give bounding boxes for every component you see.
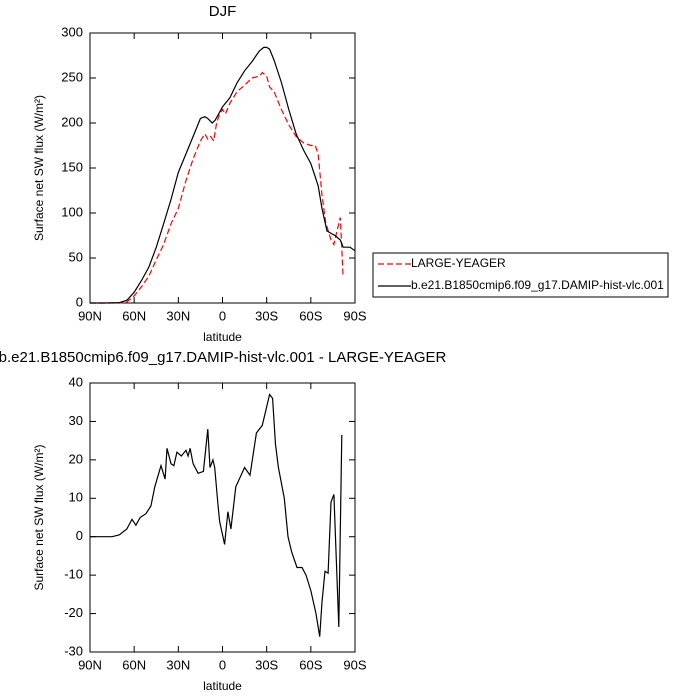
x-tick-label: 0 <box>219 308 226 323</box>
y-tick-label: 300 <box>61 24 83 39</box>
x-axis-label: latitude <box>203 330 242 344</box>
line <box>90 393 343 637</box>
y-tick-label: 50 <box>69 249 83 264</box>
x-tick-label: 90N <box>78 657 102 672</box>
y-tick-label: -30 <box>64 643 83 658</box>
y-axis-label: Surface net SW flux (W/m²) <box>32 95 46 241</box>
x-axis-label: latitude <box>203 679 242 693</box>
y-tick-label: 10 <box>69 490 83 505</box>
x-tick-label: 90N <box>78 308 102 323</box>
line <box>90 46 356 304</box>
plot-frame <box>89 382 356 653</box>
x-tick-label: 60S <box>299 657 322 672</box>
y-tick-label: -20 <box>64 605 83 620</box>
x-tick-label: 90S <box>343 657 366 672</box>
y-tick-label: 100 <box>61 204 83 219</box>
chart-title: DJF <box>209 3 237 20</box>
y-tick-label: 0 <box>76 528 83 543</box>
y-tick-label: 250 <box>61 69 83 84</box>
x-tick-label: 90S <box>343 308 366 323</box>
legend-frame <box>372 252 669 298</box>
chart-title: b.e21.B1850cmip6.f09_g17.DAMIP-hist-vlc.… <box>0 349 447 366</box>
y-axis-label: Surface net SW flux (W/m²) <box>32 444 46 590</box>
legend-label: LARGE-YEAGER <box>411 256 506 270</box>
x-tick-label: 60N <box>122 308 146 323</box>
x-tick-label: 30S <box>255 308 278 323</box>
legend-label: b.e21.B1850cmip6.f09_g17.DAMIP-hist-vlc.… <box>411 278 664 292</box>
y-tick-label: 0 <box>76 294 83 309</box>
y-tick-label: 40 <box>69 374 83 389</box>
y-tick-label: 150 <box>61 159 83 174</box>
y-tick-label: 20 <box>69 451 83 466</box>
x-tick-label: 30N <box>166 657 190 672</box>
y-tick-label: 200 <box>61 114 83 129</box>
line <box>90 71 344 304</box>
plot-frame <box>89 32 356 304</box>
x-tick-label: 30N <box>166 308 190 323</box>
x-tick-label: 0 <box>219 657 226 672</box>
x-tick-label: 60N <box>122 657 146 672</box>
y-tick-label: 30 <box>69 413 83 428</box>
x-tick-label: 60S <box>299 308 322 323</box>
y-tick-label: -10 <box>64 567 83 582</box>
x-tick-label: 30S <box>255 657 278 672</box>
